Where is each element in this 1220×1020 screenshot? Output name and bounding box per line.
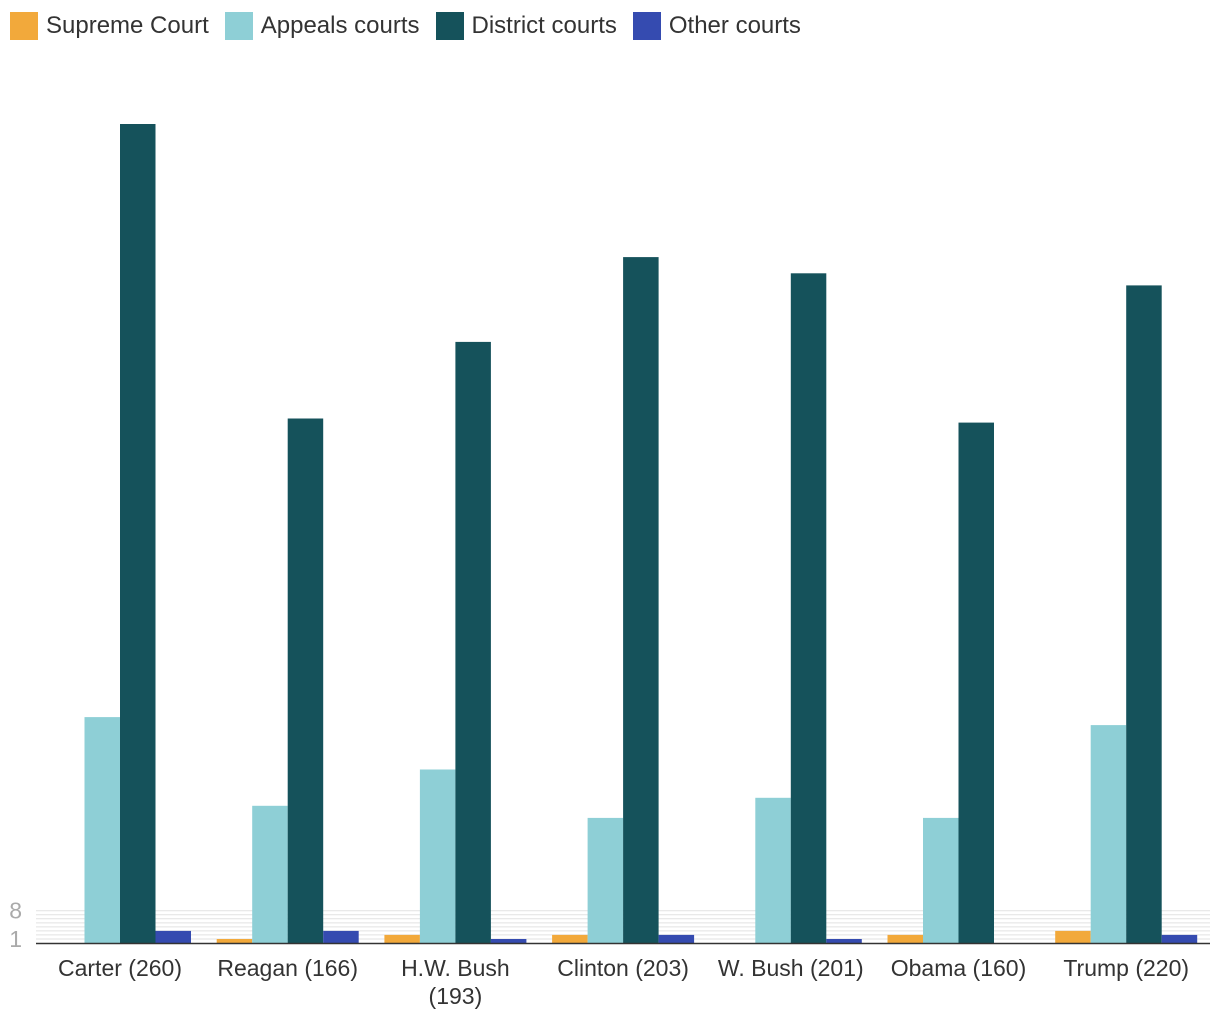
bar-w-bush-201-other-courts[interactable] — [826, 939, 862, 943]
bar-carter-260-district-courts[interactable] — [120, 124, 156, 943]
legend-swatch-other-courts — [632, 12, 661, 40]
bar-obama-160-appeals-courts[interactable] — [923, 817, 959, 943]
bar-trump-220-other-courts[interactable] — [1161, 934, 1198, 943]
bar-h-w-bush-other-courts[interactable] — [490, 939, 527, 943]
bar-group-h-w-bush-193 — [384, 341, 527, 944]
bar-trump-220-appeals-courts[interactable] — [1090, 725, 1127, 943]
bar-reagan-166-supreme-court[interactable] — [216, 939, 253, 943]
bar-h-w-bush-district-courts[interactable] — [455, 341, 491, 943]
bar-group-w-bush-201 — [755, 273, 862, 943]
x-category-label-obama-160: Obama (160) — [891, 955, 1027, 981]
chart-legend: Supreme Court Appeals courts District co… — [10, 10, 801, 42]
bar-trump-220-district-courts[interactable] — [1126, 285, 1162, 943]
legend-item-appeals-courts[interactable]: Appeals courts — [224, 10, 420, 42]
bar-group-clinton-203 — [552, 257, 695, 944]
bar-obama-160-supreme-court[interactable] — [887, 934, 924, 943]
x-category-label-w-bush-201: W. Bush (201) — [718, 955, 864, 981]
x-category-label-clinton-203: Clinton (203) — [557, 955, 689, 981]
bar-w-bush-201-appeals-courts[interactable] — [755, 797, 791, 943]
bar-h-w-bush-appeals-courts[interactable] — [419, 769, 456, 944]
bar-group-reagan-166 — [216, 418, 359, 944]
legend-label-district-courts: District courts — [471, 12, 617, 39]
bar-clinton-203-appeals-courts[interactable] — [587, 817, 624, 943]
bar-reagan-166-other-courts[interactable] — [323, 930, 359, 943]
x-category-label-trump-220: Trump (220) — [1063, 955, 1189, 981]
bar-trump-220-supreme-court[interactable] — [1055, 930, 1091, 943]
x-category-label-carter-260: Carter (260) — [58, 955, 182, 981]
y-axis-ticks: 18 — [9, 898, 22, 952]
bar-reagan-166-district-courts[interactable] — [287, 418, 324, 944]
bar-group-trump-220 — [1055, 285, 1198, 943]
bar-clinton-203-supreme-court[interactable] — [552, 934, 588, 943]
bar-carter-260-appeals-courts[interactable] — [84, 717, 121, 943]
x-category-label-reagan-166: Reagan (166) — [217, 955, 358, 981]
bar-clinton-203-district-courts[interactable] — [623, 257, 659, 944]
y-tick-label-8: 8 — [9, 898, 22, 924]
bar-obama-160-district-courts[interactable] — [958, 422, 995, 944]
bar-reagan-166-appeals-courts[interactable] — [252, 805, 288, 943]
legend-swatch-supreme-court — [10, 12, 38, 40]
bar-carter-260-other-courts[interactable] — [155, 930, 192, 943]
legend-label-supreme-court: Supreme Court — [46, 12, 209, 39]
legend-swatch-district-courts — [435, 12, 464, 40]
x-axis-labels: Carter (260) Reagan (166) H.W. Bush (193) Cl… — [58, 955, 1189, 1009]
y-tick-label-1: 1 — [9, 926, 22, 952]
bar-clinton-203-other-courts[interactable] — [658, 934, 695, 943]
legend-item-district-courts[interactable]: District courts — [435, 10, 617, 42]
bar-group-obama-160 — [887, 422, 995, 944]
bar-h-w-bush-supreme-court[interactable] — [384, 934, 420, 943]
x-category-label-h-w-bush-193: H.W. Bush (193) — [401, 955, 510, 1009]
bar-group-carter-260 — [84, 124, 192, 943]
bars — [84, 124, 1198, 944]
legend-item-other-courts[interactable]: Other courts — [632, 10, 801, 42]
legend-label-appeals-courts: Appeals courts — [260, 12, 420, 39]
legend-item-supreme-court[interactable]: Supreme Court — [10, 10, 209, 42]
bar-w-bush-201-district-courts[interactable] — [790, 273, 827, 943]
legend-label-other-courts: Other courts — [668, 12, 801, 39]
legend-swatch-appeals-courts — [224, 12, 253, 40]
